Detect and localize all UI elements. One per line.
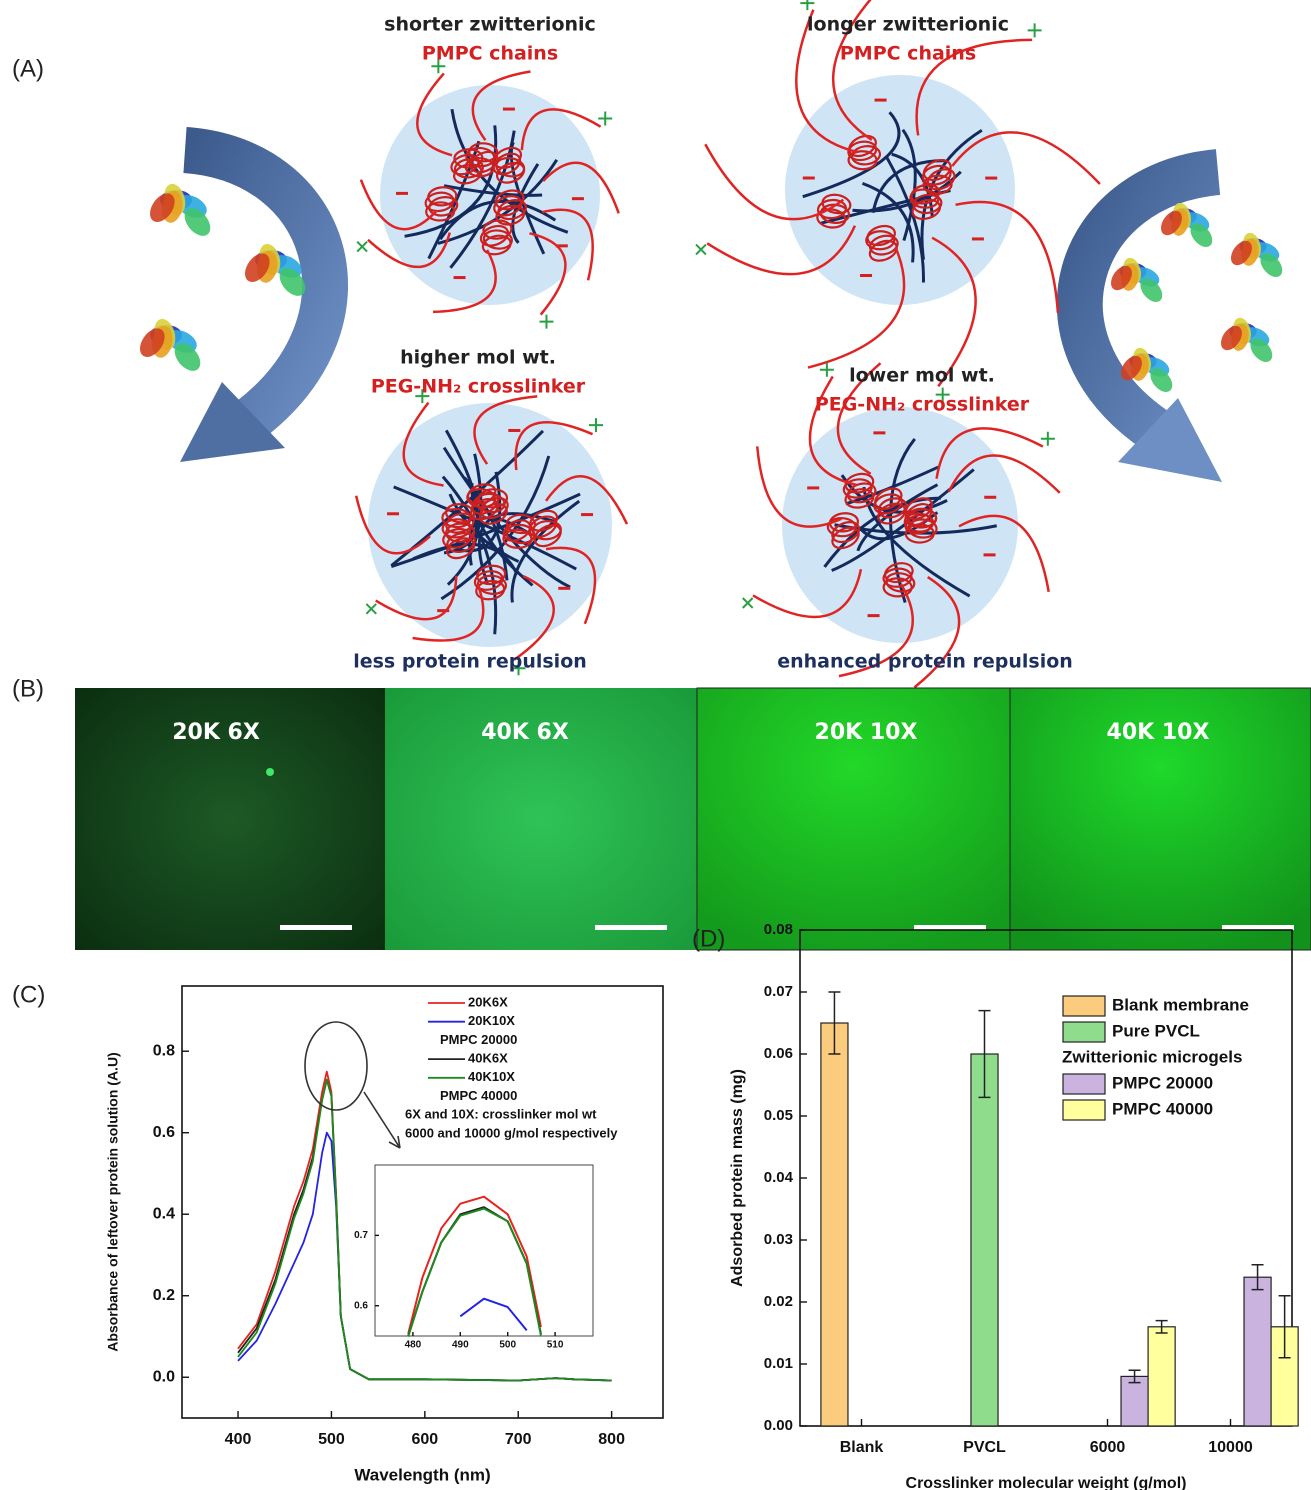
figure: (A) shorter zwitterionic PMPC chains lon… xyxy=(0,0,1311,1490)
microgel xyxy=(380,85,600,305)
legend-label: 20K6X xyxy=(468,994,508,1009)
heading: PEG-NH₂ crosslinker xyxy=(371,376,586,398)
y-tick-label: 0.08 xyxy=(764,921,793,938)
heading: lower mol wt. xyxy=(849,365,995,387)
heading: PMPC chains xyxy=(422,43,558,65)
arrow xyxy=(1080,172,1218,430)
image-label: 20K 10X xyxy=(815,720,918,745)
y-tick-label: 0.04 xyxy=(764,1169,794,1186)
bar xyxy=(1148,1327,1175,1426)
caption: less protein repulsion xyxy=(353,651,587,673)
y-tick-label: 0.07 xyxy=(764,983,793,1000)
image-label: 40K 10X xyxy=(1107,720,1210,745)
legend-label: 40K10X xyxy=(468,1069,515,1084)
y-axis-title: Adsorbed protein mass (mg) xyxy=(729,1069,746,1287)
heading: PMPC chains xyxy=(840,43,976,65)
bar xyxy=(971,1054,998,1426)
legend-note: 6000 and 10000 g/mol respectively xyxy=(405,1125,618,1140)
y-tick-label: 0.05 xyxy=(764,1107,793,1124)
legend-label: PMPC 40000 xyxy=(1112,1099,1213,1118)
x-tick-label: 510 xyxy=(547,1340,564,1351)
x-tick-label: 480 xyxy=(405,1340,422,1351)
legend-swatch xyxy=(1063,996,1105,1016)
legend-label: Blank membrane xyxy=(1112,995,1249,1014)
panel-label: (D) xyxy=(692,925,725,952)
legend-swatch xyxy=(1063,1022,1105,1042)
scale-bar xyxy=(280,925,352,930)
x-axis-title: Crosslinker molecular weight (g/mol) xyxy=(906,1475,1187,1490)
image-label: 40K 6X xyxy=(481,720,569,745)
legend-label: Pure PVCL xyxy=(1112,1021,1200,1040)
y-tick-label: 0.2 xyxy=(153,1287,175,1304)
y-tick-label: 0.4 xyxy=(153,1205,175,1222)
image-label: 20K 6X xyxy=(172,720,260,745)
heading: PEG-NH₂ crosslinker xyxy=(815,394,1030,416)
legend-swatch xyxy=(1063,1074,1105,1094)
panel-label: (B) xyxy=(12,675,44,702)
heading: shorter zwitterionic xyxy=(384,14,596,36)
bar xyxy=(821,1023,848,1426)
x-tick-label: 500 xyxy=(499,1340,516,1351)
bar xyxy=(1121,1376,1148,1426)
y-tick-label: 0.8 xyxy=(153,1042,175,1059)
x-tick-label: 800 xyxy=(598,1431,625,1448)
caption: enhanced protein repulsion xyxy=(777,651,1073,673)
panel-label: (A) xyxy=(12,55,44,82)
legend-note: 6X and 10X: crosslinker mol wt xyxy=(405,1107,597,1122)
charge-plus xyxy=(1041,432,1055,446)
x-axis-title: Wavelength (nm) xyxy=(354,1465,490,1484)
legend-label: 40K6X xyxy=(468,1051,508,1066)
charge-plus xyxy=(1028,23,1042,37)
legend-title: Zwitterionic microgels xyxy=(1062,1047,1242,1066)
charge-plus xyxy=(589,418,603,432)
y-tick-label: 0.02 xyxy=(764,1293,793,1310)
y-tick-label: 0.06 xyxy=(764,1045,793,1062)
highlight-ellipse xyxy=(305,1022,367,1110)
x-tick-label: 400 xyxy=(225,1431,252,1448)
y-tick-label: 0.7 xyxy=(354,1230,368,1241)
charge-plus xyxy=(800,0,814,10)
x-tick-label: 500 xyxy=(318,1431,345,1448)
charge-plus xyxy=(539,315,553,329)
schematic xyxy=(135,0,1287,703)
legend-note: PMPC 20000 xyxy=(440,1032,517,1047)
y-tick-label: 0.6 xyxy=(153,1124,175,1141)
x-tick-label: 600 xyxy=(411,1431,438,1448)
bar xyxy=(1244,1277,1271,1426)
speck xyxy=(266,768,274,776)
charge-plus xyxy=(598,112,612,126)
x-tick-label: 490 xyxy=(452,1340,469,1351)
panel-label: (C) xyxy=(12,981,45,1008)
x-tick-label: 10000 xyxy=(1208,1439,1253,1456)
legend-note: PMPC 40000 xyxy=(440,1088,517,1103)
legend-swatch xyxy=(1063,1100,1105,1120)
callout-arrow xyxy=(364,1092,400,1148)
y-tick-label: 0.6 xyxy=(354,1300,368,1311)
y-tick-label: 0.01 xyxy=(764,1355,793,1372)
y-tick-label: 0.0 xyxy=(153,1368,175,1385)
legend-label: 20K10X xyxy=(468,1013,515,1028)
y-tick-label: 0.00 xyxy=(764,1417,793,1434)
x-tick-label: 700 xyxy=(505,1431,532,1448)
heading: higher mol wt. xyxy=(400,347,556,369)
y-axis-title: Absorbance of leftover protein solution … xyxy=(105,1052,121,1351)
scale-bar xyxy=(595,925,667,930)
microgel xyxy=(368,403,612,647)
inset-background xyxy=(375,1165,593,1336)
x-tick-label: Blank xyxy=(840,1439,884,1456)
x-tick-label: PVCL xyxy=(963,1439,1006,1456)
x-tick-label: 6000 xyxy=(1090,1439,1126,1456)
heading: longer zwitterionic xyxy=(807,14,1009,36)
y-tick-label: 0.03 xyxy=(764,1231,793,1248)
legend-label: PMPC 20000 xyxy=(1112,1073,1213,1092)
